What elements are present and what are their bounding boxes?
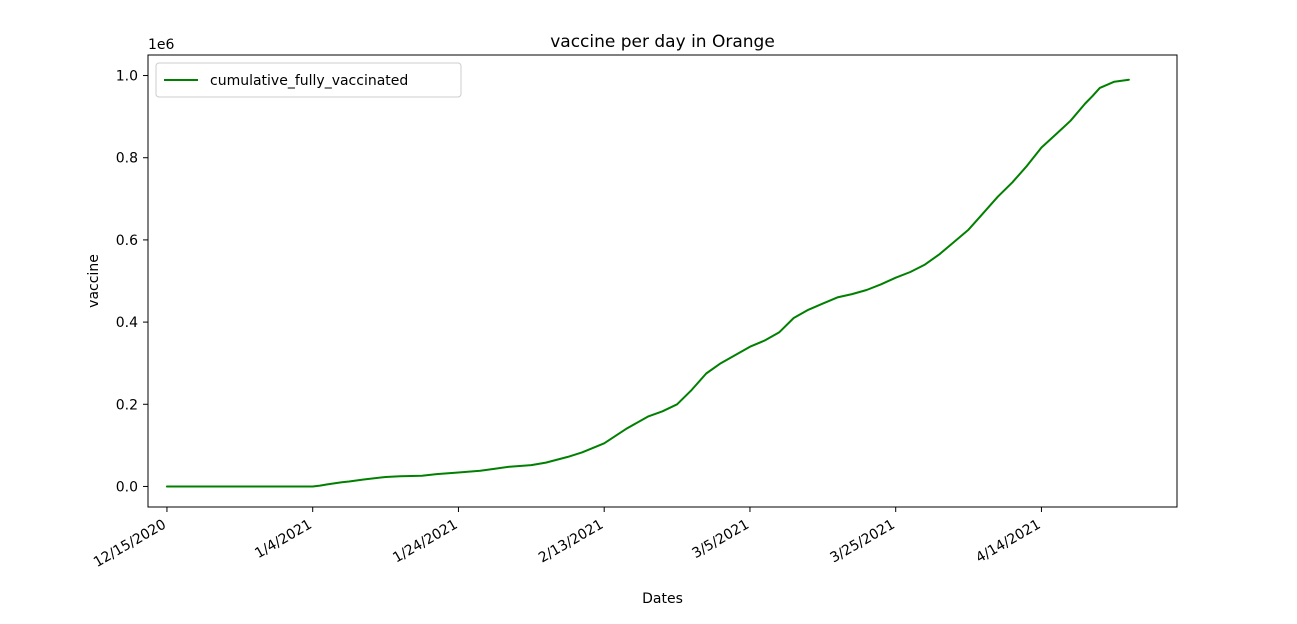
x-tick-label: 3/25/2021: [828, 517, 898, 567]
y-tick-label: 0.0: [116, 479, 138, 495]
x-tick-label: 1/4/2021: [252, 517, 314, 562]
y-tick-label: 0.4: [116, 315, 138, 331]
y-axis-label: vaccine: [86, 254, 102, 308]
y-tick-label: 0.2: [116, 397, 138, 413]
plot-area: [148, 55, 1177, 507]
x-axis-label: Dates: [642, 591, 683, 607]
x-tick-label: 2/13/2021: [536, 517, 606, 567]
y-tick-label: 0.8: [116, 151, 138, 167]
chart-title: vaccine per day in Orange: [550, 32, 775, 52]
y-axis-ticks: 0.0 0.2 0.4 0.6 0.8 1.0: [116, 69, 148, 495]
x-tick-label: 4/14/2021: [973, 517, 1043, 567]
plot-frame: [147, 54, 1178, 508]
y-tick-label: 1.0: [116, 69, 138, 85]
series-line: [165, 78, 1130, 488]
x-axis-ticks: 12/15/2020 1/4/2021 1/24/2021 2/13/2021 3/5/…: [91, 507, 1043, 571]
x-tick-label: 12/15/2020: [91, 517, 169, 571]
legend-label: cumulative_fully_vaccinated: [210, 73, 408, 89]
y-tick-label: 0.6: [116, 233, 138, 249]
series-layer: [165, 78, 1130, 488]
x-tick-label: 3/5/2021: [689, 517, 751, 562]
legend-box: [155, 62, 462, 98]
legend: cumulative_fully_vaccinated: [155, 62, 462, 98]
x-tick-label: 1/24/2021: [390, 517, 460, 567]
y-offset-label: 1e6: [148, 37, 175, 53]
